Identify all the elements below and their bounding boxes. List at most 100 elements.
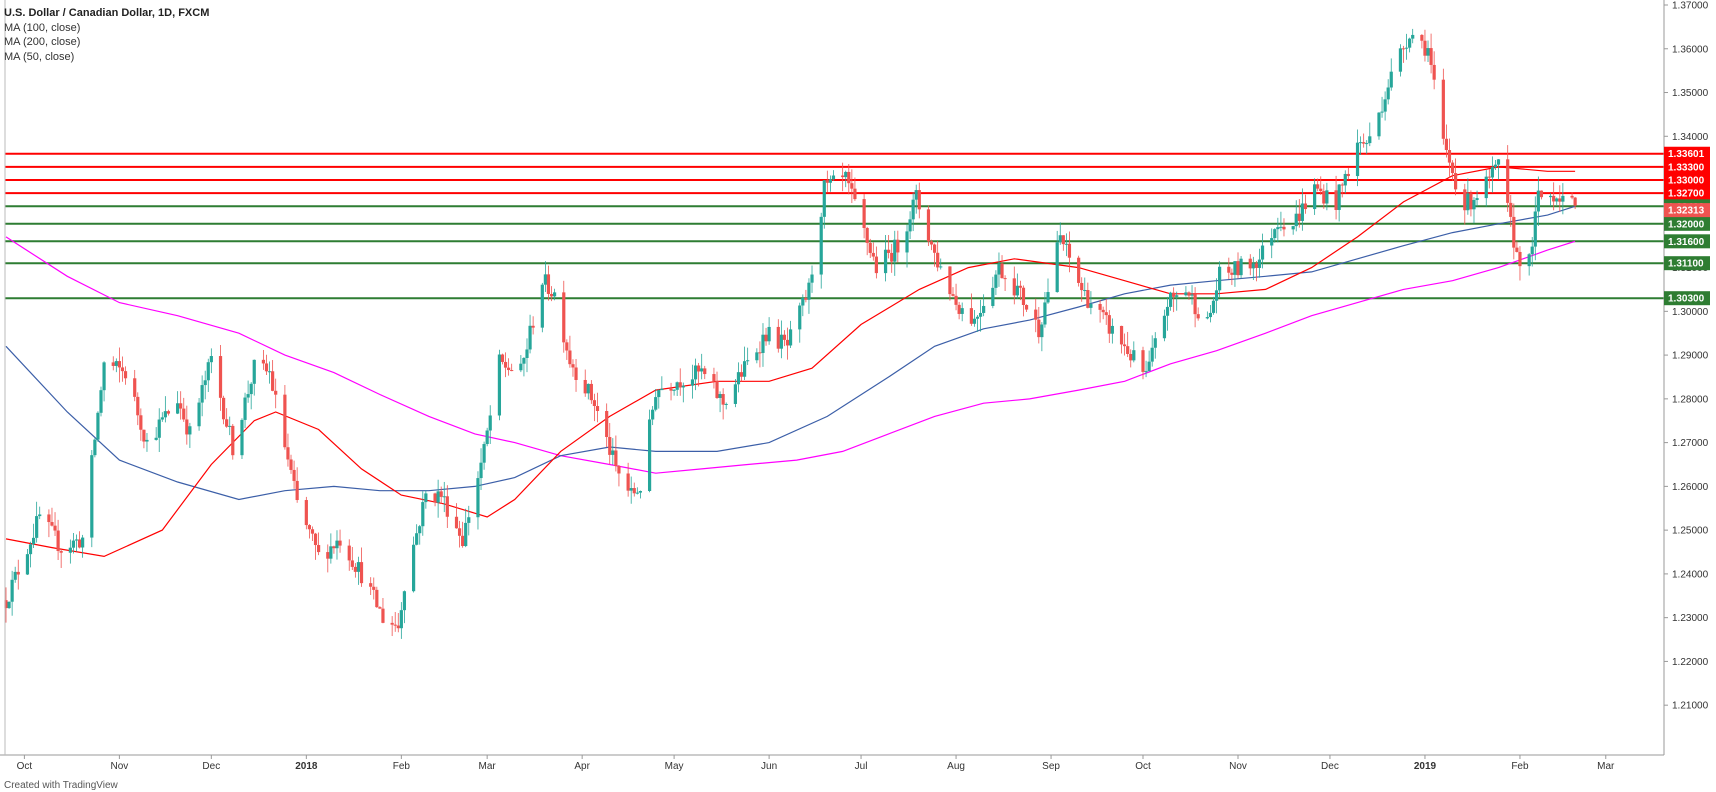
candle-85[interactable] bbox=[369, 577, 373, 595]
candle-65[interactable] bbox=[283, 384, 287, 450]
candle-1[interactable] bbox=[7, 601, 11, 609]
candle-206[interactable] bbox=[887, 235, 891, 259]
candle-303[interactable] bbox=[1300, 188, 1304, 231]
candle-263[interactable] bbox=[1129, 349, 1133, 368]
candle-171[interactable] bbox=[736, 362, 741, 393]
candle-148[interactable] bbox=[635, 487, 639, 495]
candle-348[interactable] bbox=[1493, 159, 1498, 171]
candle-130[interactable] bbox=[562, 280, 566, 353]
candle-299[interactable] bbox=[1282, 218, 1286, 237]
candle-21[interactable] bbox=[93, 438, 97, 458]
candle-114[interactable] bbox=[488, 405, 492, 444]
candle-60[interactable] bbox=[261, 349, 266, 370]
candle-182[interactable] bbox=[782, 330, 787, 347]
candle-55[interactable] bbox=[240, 418, 244, 460]
candle-272[interactable] bbox=[1168, 291, 1173, 311]
candle-195[interactable] bbox=[841, 162, 845, 192]
candle-314[interactable] bbox=[1346, 167, 1350, 180]
candle-48[interactable] bbox=[206, 358, 210, 393]
candle-86[interactable] bbox=[372, 577, 376, 600]
candle-357[interactable] bbox=[1533, 196, 1537, 261]
candle-296[interactable] bbox=[1273, 228, 1277, 243]
candle-188[interactable] bbox=[807, 278, 811, 314]
candle-189[interactable] bbox=[810, 265, 814, 293]
candle-305[interactable] bbox=[1313, 178, 1317, 215]
candle-81[interactable] bbox=[350, 547, 354, 570]
candle-339[interactable] bbox=[1454, 158, 1458, 196]
level-label-2[interactable]: 1.33000 bbox=[1664, 173, 1710, 188]
candle-356[interactable] bbox=[1530, 237, 1534, 267]
candle-286[interactable] bbox=[1230, 268, 1234, 286]
candle-261[interactable] bbox=[1123, 333, 1127, 356]
candle-345[interactable] bbox=[1484, 170, 1488, 207]
candle-219[interactable] bbox=[939, 258, 943, 270]
candle-280[interactable] bbox=[1205, 311, 1209, 320]
candle-37[interactable] bbox=[160, 412, 164, 422]
candle-126[interactable] bbox=[543, 261, 547, 292]
candle-170[interactable] bbox=[733, 379, 737, 408]
candle-362[interactable] bbox=[1555, 197, 1559, 205]
candle-279[interactable] bbox=[1196, 307, 1200, 321]
level-label-3[interactable]: 1.32700 bbox=[1664, 186, 1710, 201]
candle-358[interactable] bbox=[1536, 176, 1540, 226]
candle-22[interactable] bbox=[96, 411, 100, 442]
candle-289[interactable] bbox=[1239, 255, 1243, 279]
candle-226[interactable] bbox=[972, 310, 977, 327]
candle-340[interactable] bbox=[1463, 183, 1467, 225]
candle-301[interactable] bbox=[1294, 200, 1298, 232]
candle-270[interactable] bbox=[1162, 309, 1167, 342]
candle-51[interactable] bbox=[221, 395, 226, 425]
candle-150[interactable] bbox=[647, 409, 652, 493]
candle-31[interactable] bbox=[136, 392, 140, 426]
candle-236[interactable] bbox=[1015, 273, 1019, 299]
candle-312[interactable] bbox=[1340, 182, 1344, 198]
candle-100[interactable] bbox=[433, 492, 437, 507]
candle-273[interactable] bbox=[1172, 287, 1176, 313]
candle-74[interactable] bbox=[316, 532, 321, 556]
candle-167[interactable] bbox=[718, 391, 722, 413]
candle-80[interactable] bbox=[347, 539, 351, 571]
candle-253[interactable] bbox=[1086, 282, 1090, 309]
candle-191[interactable] bbox=[822, 180, 826, 229]
candle-64[interactable] bbox=[274, 378, 278, 409]
candle-278[interactable] bbox=[1193, 287, 1197, 328]
candle-318[interactable] bbox=[1365, 140, 1369, 154]
candle-3[interactable] bbox=[13, 566, 17, 583]
candle-154[interactable] bbox=[660, 376, 664, 391]
candle-360[interactable] bbox=[1549, 193, 1553, 207]
candle-0[interactable] bbox=[4, 587, 8, 623]
candle-82[interactable] bbox=[353, 563, 357, 578]
candle-361[interactable] bbox=[1552, 182, 1556, 211]
time-axis[interactable]: Oct Nov Dec 2018 Feb Mar Apr May Jun Jul Aug Sep Oct… bbox=[17, 755, 1615, 772]
candle-59[interactable] bbox=[252, 359, 256, 396]
candle-245[interactable] bbox=[1055, 230, 1059, 293]
candle-41[interactable] bbox=[179, 391, 183, 420]
candle-315[interactable] bbox=[1355, 129, 1360, 187]
candle-199[interactable] bbox=[853, 177, 857, 201]
candle-70[interactable] bbox=[304, 496, 308, 530]
candle-233[interactable] bbox=[1000, 255, 1004, 279]
candle-229[interactable] bbox=[982, 294, 986, 317]
candle-213[interactable] bbox=[914, 184, 918, 214]
candle-135[interactable] bbox=[583, 369, 587, 397]
candle-46[interactable] bbox=[200, 375, 204, 417]
candle-260[interactable] bbox=[1119, 325, 1124, 354]
candle-176[interactable] bbox=[758, 341, 762, 368]
candle-268[interactable] bbox=[1150, 335, 1154, 367]
candle-122[interactable] bbox=[525, 338, 529, 373]
candle-15[interactable] bbox=[68, 539, 72, 564]
candle-98[interactable] bbox=[421, 491, 425, 536]
ma100-line[interactable] bbox=[5, 205, 1576, 501]
candle-78[interactable] bbox=[335, 530, 339, 560]
candle-351[interactable] bbox=[1509, 195, 1513, 227]
candle-269[interactable] bbox=[1153, 332, 1157, 359]
candle-366[interactable] bbox=[1573, 196, 1577, 210]
candle-262[interactable] bbox=[1126, 331, 1130, 358]
candle-354[interactable] bbox=[1518, 246, 1522, 281]
candle-146[interactable] bbox=[629, 476, 633, 504]
candle-359[interactable] bbox=[1539, 190, 1544, 200]
candle-26[interactable] bbox=[114, 358, 118, 373]
candle-123[interactable] bbox=[528, 314, 532, 354]
candle-125[interactable] bbox=[540, 282, 544, 333]
candle-175[interactable] bbox=[755, 348, 759, 364]
